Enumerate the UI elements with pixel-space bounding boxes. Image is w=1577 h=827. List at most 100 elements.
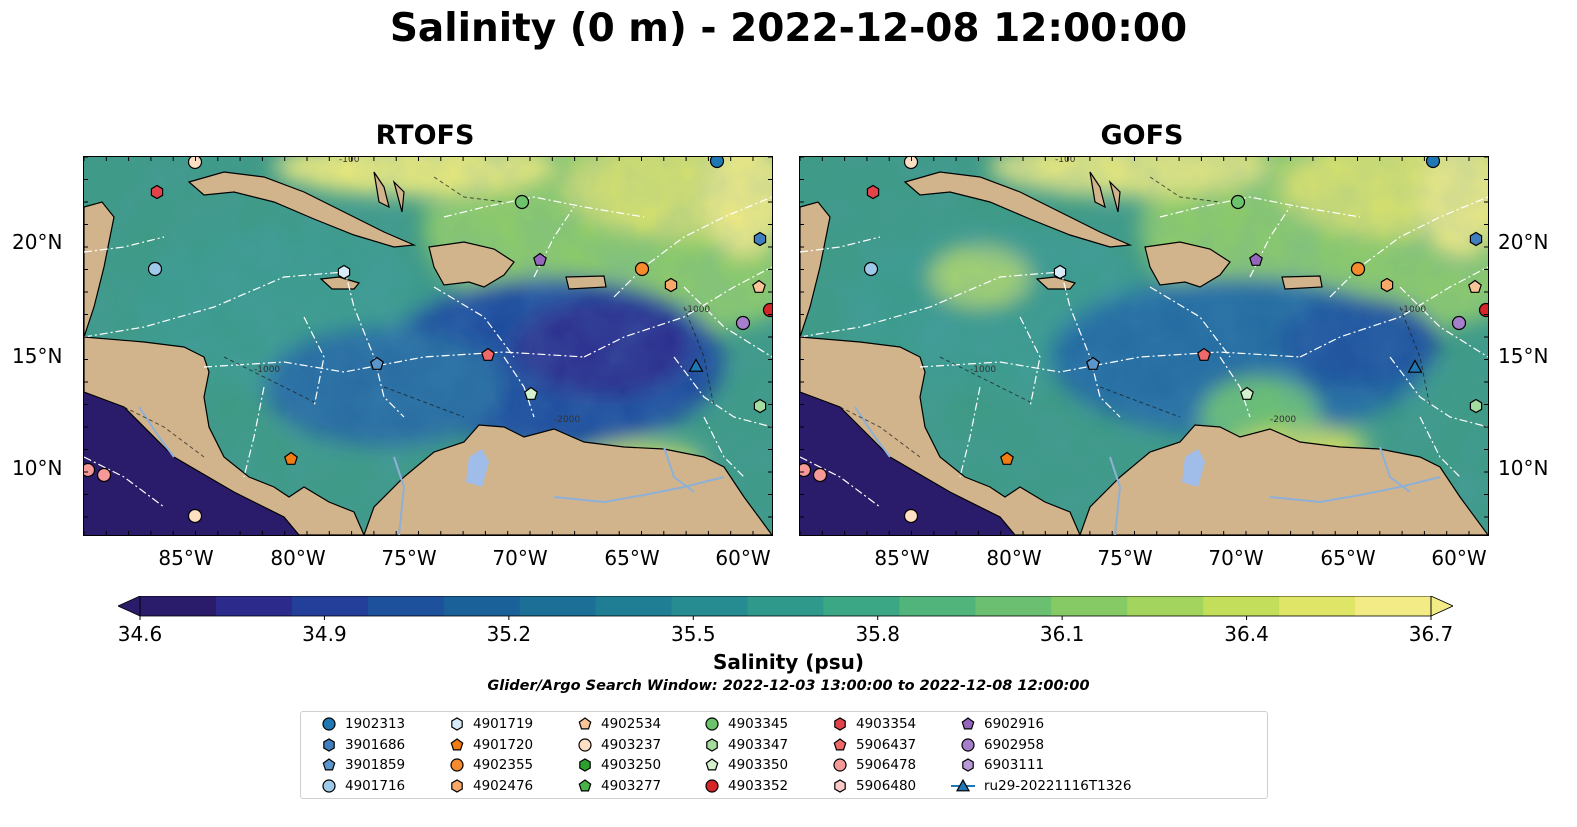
lon-tick: 85°W — [874, 546, 930, 570]
circle-icon — [322, 778, 336, 793]
legend-label: 4903347 — [728, 736, 789, 753]
contour-label: -1000 — [970, 365, 996, 375]
legend-item: 4901716 — [311, 777, 405, 795]
colorbar-segment — [443, 596, 521, 616]
float-marker-4901719 — [337, 264, 351, 280]
figure-title: Salinity (0 m) - 2022-12-08 12:00:00 — [389, 6, 1188, 51]
legend-label: ru29-20221116T1326 — [984, 777, 1132, 794]
hexagon-icon — [706, 737, 718, 752]
hexagon-icon — [579, 758, 591, 772]
colorbar-extend-max — [1430, 596, 1453, 617]
legend-label: 4903237 — [601, 736, 662, 753]
triangle-icon — [955, 778, 971, 791]
float-marker-5906478 — [812, 467, 828, 483]
lon-tick: 70°W — [1208, 546, 1264, 570]
legend-label: 5906478 — [856, 757, 917, 773]
hexagon-icon — [834, 717, 846, 731]
lat-tick-left: 20°N — [12, 230, 63, 254]
float-marker-4903237 — [903, 157, 919, 170]
float-marker-4902534 — [1468, 279, 1482, 293]
hexagon-icon — [323, 737, 335, 752]
contour-label: -2000 — [1270, 415, 1296, 425]
legend-item: 4902355 — [439, 756, 533, 774]
float-marker-6902958 — [1451, 315, 1467, 331]
legend-marker-icon — [322, 717, 336, 731]
pentagon-icon — [578, 717, 592, 730]
legend-marker-icon — [578, 737, 592, 752]
legend-label: 4903350 — [728, 757, 789, 773]
legend-marker-icon — [834, 717, 846, 731]
lon-tick: 85°W — [158, 546, 214, 570]
panel-title-gofs: GOFS — [1100, 120, 1184, 151]
lon-tick: 75°W — [1097, 546, 1153, 570]
hexagon-icon — [962, 758, 974, 772]
colorbar-segment — [1203, 596, 1280, 616]
lon-tick: 80°W — [986, 546, 1042, 570]
legend-item: 3901859 — [311, 756, 405, 774]
colorbar-segment — [1051, 596, 1128, 616]
float-marker-4903237 — [903, 508, 919, 524]
legend-item: 4901719 — [439, 715, 533, 733]
colorbar-segment — [747, 596, 825, 616]
legend-label: 4903345 — [728, 716, 789, 732]
float-marker-4901716 — [147, 261, 163, 277]
legend-label: 6902958 — [984, 736, 1045, 753]
float-marker-1902313 — [1425, 157, 1441, 169]
land — [84, 171, 772, 535]
legend-label: 4903277 — [601, 777, 662, 794]
lat-tick-left: 10°N — [12, 456, 63, 480]
hexagon-icon — [834, 778, 846, 793]
legend-marker-icon — [450, 758, 464, 772]
legend-item: 6903111 — [950, 756, 1044, 774]
legend-marker-icon — [951, 778, 975, 791]
legend-label: 1902313 — [345, 716, 406, 732]
legend-label: 4902476 — [473, 777, 534, 794]
float-marker-4903237 — [187, 157, 203, 170]
lon-tick: 70°W — [492, 546, 548, 570]
legend-marker-icon — [961, 717, 975, 730]
bathymetry-contours — [839, 176, 1431, 458]
legend-marker-icon — [705, 778, 719, 793]
colorbar-tick-label: 35.2 — [486, 622, 532, 646]
legend-marker-icon — [450, 737, 464, 750]
legend-item: 4903354 — [822, 715, 916, 733]
legend-label: 4901720 — [473, 736, 534, 753]
legend-label: 6902916 — [984, 716, 1045, 732]
legend-marker-icon — [706, 737, 718, 752]
legend-item: 4903250 — [567, 756, 661, 774]
legend-item: 5906480 — [822, 777, 916, 795]
lon-tick: 75°W — [381, 546, 437, 570]
float-marker-4903347 — [753, 398, 767, 414]
colorbar-segment — [367, 596, 445, 616]
float-marker-ru29-20221116T1326 — [1407, 359, 1423, 373]
pentagon-icon — [450, 737, 464, 750]
legend-label: 4903250 — [601, 757, 662, 773]
float-marker-4901720 — [1000, 451, 1014, 465]
float-marker-4902534 — [752, 279, 766, 293]
colorbar-segment — [1127, 596, 1204, 616]
circle-icon — [450, 758, 464, 772]
legend-marker-icon — [833, 758, 847, 772]
float-marker-4901719 — [1053, 264, 1067, 280]
float-marker-4902476 — [1380, 277, 1394, 293]
lon-tick: 80°W — [270, 546, 326, 570]
legend-marker-icon — [578, 778, 592, 791]
pentagon-icon — [705, 758, 719, 771]
pentagon-icon — [961, 717, 975, 730]
contour-label: -2000 — [554, 415, 580, 425]
float-marker-4903347 — [1469, 398, 1483, 414]
lat-tick-right: 15°N — [1498, 344, 1549, 368]
lat-tick-right: 10°N — [1498, 456, 1549, 480]
circle-icon — [705, 778, 719, 793]
float-marker-4902355 — [634, 261, 650, 277]
colorbar-segment — [595, 596, 673, 616]
colorbar-extend-min — [118, 596, 141, 617]
lon-tick: 65°W — [1320, 546, 1376, 570]
contour-label: -100 — [339, 157, 360, 165]
eez-boundaries — [84, 196, 772, 508]
legend-marker-icon — [833, 737, 847, 750]
legend-marker-icon — [962, 758, 974, 772]
legend-label: 6903111 — [984, 757, 1045, 773]
legend-marker-icon — [451, 717, 463, 731]
contour-label: -1000 — [254, 365, 280, 375]
